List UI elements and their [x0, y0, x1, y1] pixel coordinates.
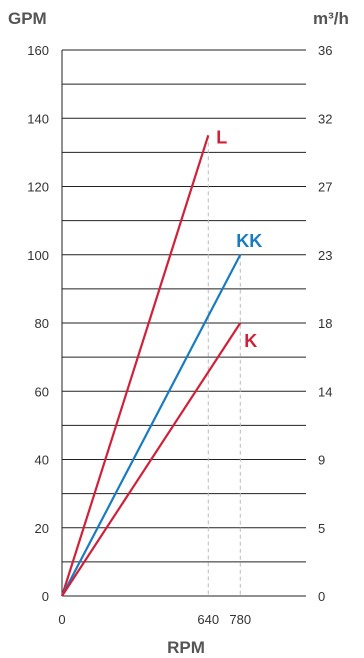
- right-tick-label: 23: [318, 248, 332, 263]
- x-tick-labels: 0 640 780: [58, 612, 251, 627]
- right-tick-label: 27: [318, 180, 332, 195]
- x-axis-title: RPM: [167, 638, 205, 657]
- x-guide-lines: [207, 135, 241, 596]
- left-tick-labels: 0 20 40 60 80 100 120 140 160: [27, 43, 49, 604]
- right-tick-label: 18: [318, 316, 332, 331]
- right-tick-label: 32: [318, 111, 332, 126]
- left-tick-label: 120: [27, 180, 49, 195]
- x-tick-label: 640: [197, 612, 219, 627]
- y-axis-title-left: GPM: [8, 9, 47, 28]
- left-tick-label: 100: [27, 248, 49, 263]
- left-tick-label: 160: [27, 43, 49, 58]
- series-line-kk: [61, 254, 242, 597]
- left-tick-label: 40: [35, 453, 49, 468]
- left-tick-label: 60: [35, 384, 49, 399]
- series-line-l: [60, 134, 210, 597]
- series-label-kk: KK: [236, 231, 262, 251]
- left-tick-label: 20: [35, 521, 49, 536]
- left-tick-label: 140: [27, 111, 49, 126]
- x-tick-label: 780: [229, 612, 251, 627]
- right-tick-label: 14: [318, 384, 332, 399]
- left-tick-label: 0: [42, 589, 49, 604]
- x-tick-label: 0: [58, 612, 65, 627]
- right-tick-label: 5: [318, 521, 325, 536]
- right-tick-label: 36: [318, 43, 332, 58]
- series-lines: [60, 134, 242, 597]
- right-tick-label: 9: [318, 453, 325, 468]
- series-label-k: K: [244, 331, 257, 351]
- left-tick-label: 80: [35, 316, 49, 331]
- series-label-l: L: [216, 127, 227, 147]
- right-tick-labels: 0 5 9 14 18 23 27 32 36: [318, 43, 332, 604]
- grid-lines: [62, 49, 306, 597]
- right-tick-label: 0: [318, 589, 325, 604]
- series-line-k: [61, 322, 242, 597]
- y-axis-title-right: m³/h: [313, 9, 349, 28]
